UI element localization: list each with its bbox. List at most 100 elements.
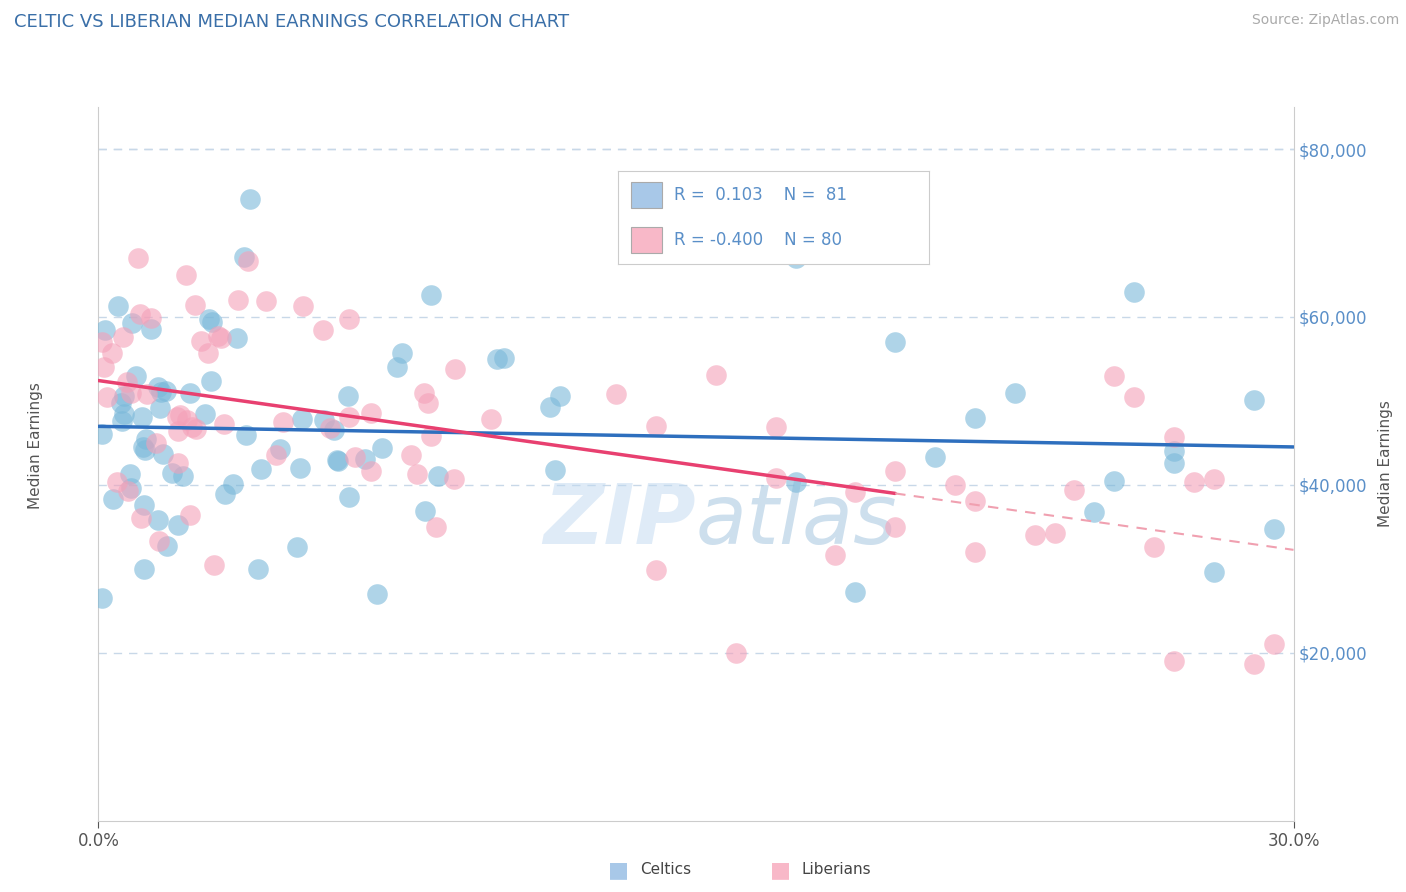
Point	[105, 475, 128, 489]
Point	[1123, 390, 1146, 404]
Point	[96, 390, 118, 404]
Point	[544, 463, 567, 477]
Point	[1163, 456, 1185, 470]
Point	[1043, 526, 1066, 541]
Point	[444, 362, 467, 376]
Point	[343, 450, 366, 464]
Point	[222, 477, 245, 491]
Text: ■: ■	[609, 860, 628, 880]
Point	[160, 466, 183, 480]
Point	[120, 481, 142, 495]
Point	[1243, 393, 1265, 408]
Point	[148, 513, 170, 527]
Y-axis label: Median Earnings: Median Earnings	[1378, 401, 1393, 527]
Point	[492, 351, 515, 365]
Point	[139, 311, 162, 326]
Point	[101, 346, 124, 360]
Point	[291, 412, 314, 426]
Point	[645, 563, 668, 577]
Point	[236, 253, 259, 268]
Point	[548, 389, 571, 403]
Point	[132, 498, 155, 512]
Text: R = -0.400    N = 80: R = -0.400 N = 80	[675, 231, 842, 249]
Text: Liberians: Liberians	[801, 863, 872, 877]
Point	[141, 322, 163, 336]
Point	[412, 386, 434, 401]
Point	[485, 351, 508, 366]
Point	[323, 423, 346, 437]
Point	[765, 471, 787, 485]
Point	[135, 433, 157, 447]
Point	[1263, 522, 1285, 536]
Point	[166, 424, 188, 438]
Point	[1263, 637, 1285, 651]
Point	[337, 389, 360, 403]
Point	[391, 346, 413, 360]
Text: CELTIC VS LIBERIAN MEDIAN EARNINGS CORRELATION CHART: CELTIC VS LIBERIAN MEDIAN EARNINGS CORRE…	[14, 13, 569, 31]
Point	[337, 409, 360, 424]
Point	[337, 490, 360, 504]
Point	[1102, 369, 1125, 384]
Point	[135, 386, 157, 401]
Point	[148, 533, 170, 548]
Point	[269, 442, 291, 457]
Point	[134, 442, 156, 457]
Point	[125, 369, 148, 384]
Point	[226, 293, 249, 307]
Point	[290, 461, 312, 475]
Point	[111, 414, 134, 428]
Point	[1102, 474, 1125, 488]
Point	[174, 268, 197, 282]
Text: atlas: atlas	[696, 481, 897, 561]
Point	[354, 451, 377, 466]
Point	[209, 331, 232, 345]
Point	[129, 511, 152, 525]
Point	[152, 447, 174, 461]
Point	[202, 558, 225, 572]
Point	[197, 312, 219, 326]
Point	[194, 407, 217, 421]
Point	[360, 464, 382, 478]
Point	[254, 293, 277, 308]
Point	[963, 411, 986, 425]
Point	[963, 493, 986, 508]
Point	[101, 491, 124, 506]
Point	[1182, 475, 1205, 490]
Point	[93, 360, 115, 375]
Point	[704, 368, 727, 382]
Point	[724, 646, 747, 660]
Point	[94, 322, 117, 336]
Point	[1024, 528, 1046, 542]
Point	[416, 396, 439, 410]
Point	[246, 562, 269, 576]
Point	[401, 448, 423, 462]
Point	[190, 334, 212, 348]
Point	[145, 435, 167, 450]
Point	[115, 376, 138, 390]
Point	[924, 450, 946, 464]
Point	[107, 299, 129, 313]
Text: ■: ■	[770, 860, 790, 880]
Point	[91, 591, 114, 606]
Point	[155, 384, 177, 399]
Point	[366, 587, 388, 601]
Point	[1202, 471, 1225, 485]
Point	[337, 312, 360, 326]
Point	[943, 477, 966, 491]
Point	[212, 417, 235, 432]
Point	[326, 454, 349, 468]
Point	[413, 504, 436, 518]
Point	[1063, 483, 1085, 498]
Point	[121, 317, 143, 331]
Point	[405, 467, 427, 482]
Point	[844, 484, 866, 499]
Point	[150, 385, 173, 400]
Point	[1004, 386, 1026, 401]
Point	[110, 396, 132, 410]
Point	[1123, 285, 1146, 299]
Point	[420, 287, 443, 301]
Point	[184, 298, 207, 312]
Point	[91, 335, 114, 350]
Text: Source: ZipAtlas.com: Source: ZipAtlas.com	[1251, 13, 1399, 28]
Point	[1083, 505, 1105, 519]
